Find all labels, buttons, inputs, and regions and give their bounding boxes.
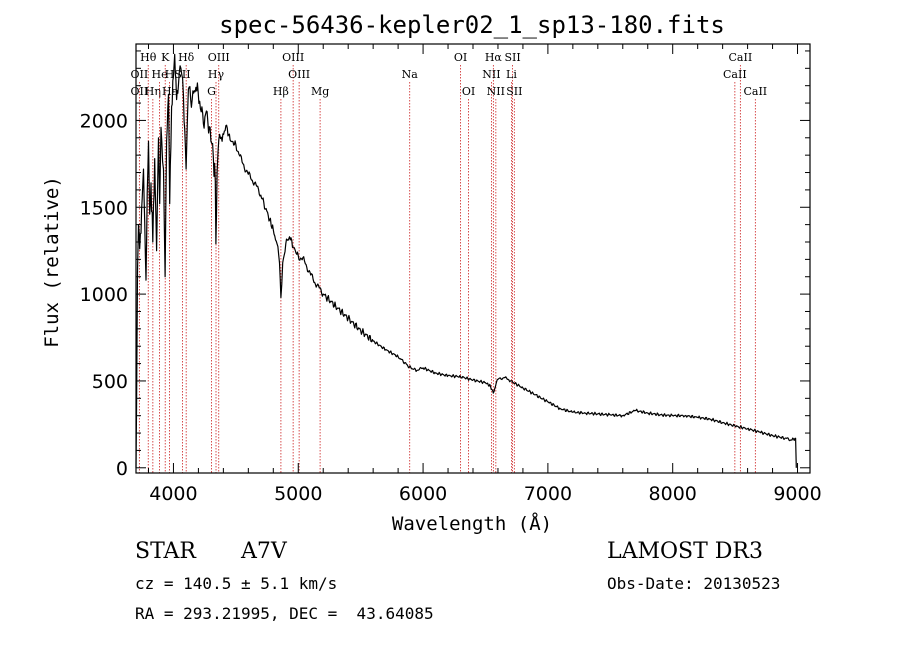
y-tick-label: 500: [92, 371, 128, 393]
line-label: Hγ: [208, 68, 225, 81]
plot-frame: [135, 43, 811, 474]
line-label: H: [165, 68, 175, 81]
x-tick-label: 4000: [149, 483, 197, 505]
line-label: SII: [504, 51, 520, 64]
line-label: He: [152, 68, 168, 81]
line-label: Na: [402, 68, 419, 81]
line-label: NII: [482, 68, 500, 81]
line-label: Hθ: [140, 51, 157, 64]
line-label: Mg: [311, 85, 329, 98]
coordinates: RA = 293.21995, DEC = 43.64085: [135, 604, 434, 623]
line-label: OII: [131, 85, 149, 98]
line-label: OI: [462, 85, 475, 98]
spectral-subclass: A7V: [241, 539, 287, 564]
object-type: STAR: [135, 539, 196, 564]
line-label: Hβ: [273, 85, 289, 98]
y-tick-label: 1500: [80, 197, 128, 219]
line-label: OIII: [288, 68, 310, 81]
line-label: OIII: [282, 51, 304, 64]
x-tick-label: 6000: [399, 483, 447, 505]
line-label: Hα: [485, 51, 503, 64]
line-label: CaII: [743, 85, 767, 98]
observation-date: Obs-Date: 20130523: [607, 574, 781, 593]
line-label: Hη: [145, 85, 161, 98]
line-label: G: [207, 85, 216, 98]
chart-title: spec-56436-kepler02_1_sp13-180.fits: [219, 11, 725, 39]
y-tick-label: 0: [116, 458, 128, 480]
axis-ticks: 4000 5000 6000 7000 8000 9000 0 500 1000 1500 2000: [80, 44, 822, 505]
line-label: CaII: [723, 68, 747, 81]
x-tick-label: 7000: [524, 483, 572, 505]
line-label: NII: [487, 85, 505, 98]
x-tick-label: 9000: [773, 483, 821, 505]
spectrum-line: [135, 53, 797, 468]
line-label: K: [161, 51, 170, 64]
line-label: OIII: [208, 51, 230, 64]
x-axis-label: Wavelength (Å): [392, 512, 552, 535]
line-label: Li: [506, 68, 517, 81]
x-tick-label: 8000: [649, 483, 697, 505]
line-label: Hδ: [178, 51, 195, 64]
redshift-velocity: cz = 140.5 ± 5.1 km/s: [135, 574, 338, 593]
line-label: SII: [506, 85, 522, 98]
y-tick-label: 1000: [80, 284, 128, 306]
y-tick-label: 2000: [80, 110, 128, 132]
line-label: OII: [131, 68, 149, 81]
y-axis-label: Flux (relative): [41, 176, 63, 348]
survey-name: LAMOST DR3: [607, 539, 763, 564]
line-label: CaII: [729, 51, 753, 64]
line-label: OI: [454, 51, 467, 64]
line-label: Hε: [162, 85, 178, 98]
x-tick-label: 5000: [274, 483, 322, 505]
